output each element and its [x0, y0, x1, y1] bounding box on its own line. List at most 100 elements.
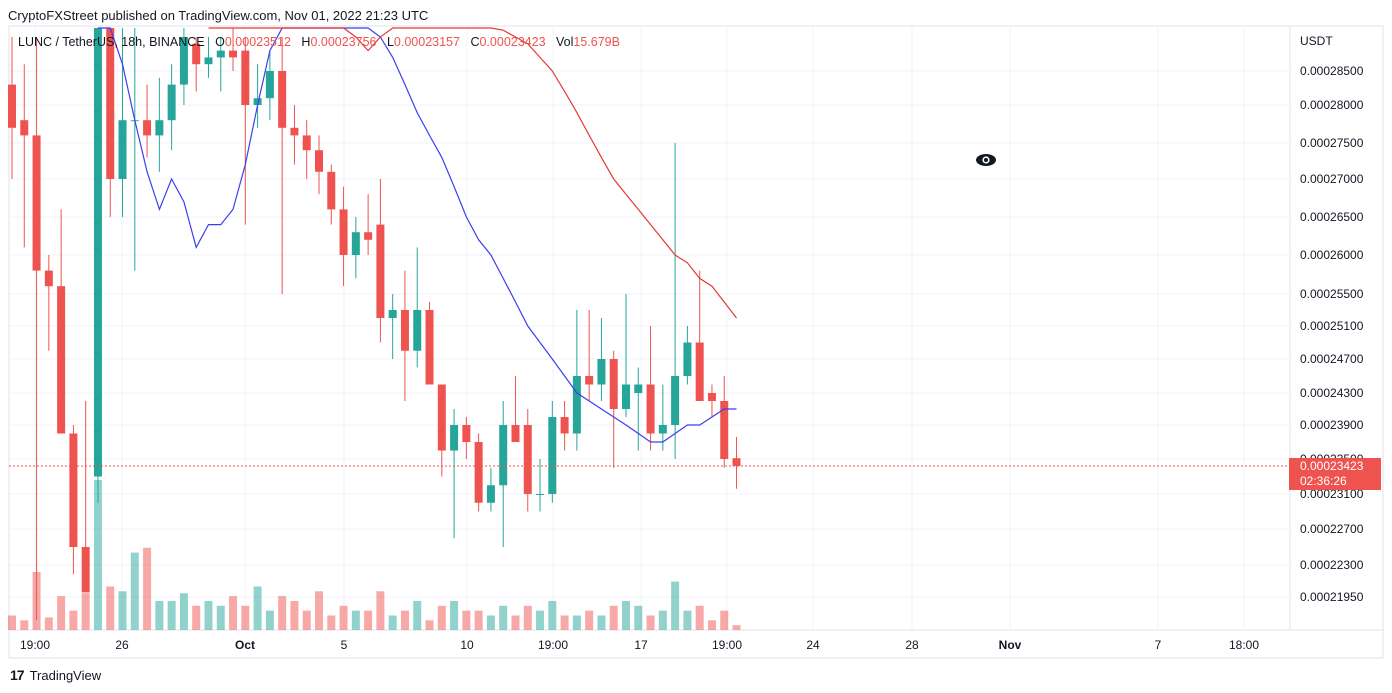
candle[interactable] [229, 28, 238, 71]
volume-bar [179, 593, 188, 630]
candle[interactable] [204, 37, 213, 78]
currency-label: USDT [1300, 34, 1333, 48]
candle[interactable] [523, 409, 532, 512]
candle-body [585, 376, 594, 385]
volume-bar [376, 591, 385, 630]
candle[interactable] [167, 64, 176, 151]
candle[interactable] [339, 186, 348, 287]
candle[interactable] [707, 384, 716, 418]
candle[interactable] [315, 135, 323, 195]
candle[interactable] [8, 37, 16, 179]
candle[interactable] [253, 64, 262, 128]
candle[interactable] [462, 417, 471, 459]
candle[interactable] [265, 50, 274, 121]
candle[interactable] [732, 436, 741, 489]
tradingview-logo-icon[interactable]: 17 [10, 667, 25, 683]
candle[interactable] [388, 294, 397, 359]
volume-bar [548, 600, 557, 630]
x-tick-label: 28 [905, 638, 919, 652]
candle-body [622, 384, 630, 409]
candle[interactable] [93, 28, 102, 503]
candle[interactable] [364, 194, 373, 255]
candle[interactable] [32, 37, 41, 620]
candle-body [511, 425, 520, 442]
candle-body [400, 310, 409, 351]
candle[interactable] [241, 37, 250, 225]
candle[interactable] [634, 367, 643, 451]
candle[interactable] [560, 401, 569, 451]
candle-body [8, 84, 16, 128]
volume-bar [364, 610, 373, 630]
candle[interactable] [44, 255, 53, 351]
candle[interactable] [57, 209, 66, 434]
candle[interactable] [20, 64, 29, 248]
candle[interactable] [413, 247, 422, 368]
candle[interactable] [499, 401, 508, 547]
symbol-name[interactable]: LUNC / TetherUS, 18h, BINANCE [18, 35, 205, 49]
candle[interactable] [425, 302, 434, 385]
candle[interactable] [179, 28, 188, 105]
candle[interactable] [548, 401, 557, 503]
candle[interactable] [290, 105, 299, 165]
grid [9, 26, 1290, 630]
volume-bar [327, 615, 336, 630]
volume-bar [278, 596, 287, 630]
brand-name[interactable]: TradingView [29, 667, 102, 683]
candle[interactable] [511, 376, 520, 442]
candle-body [93, 28, 102, 477]
ma-fast-line [98, 27, 737, 443]
volume-bar [118, 591, 127, 630]
candle[interactable] [376, 179, 385, 343]
candle[interactable] [81, 401, 90, 593]
candle-body [69, 433, 78, 547]
candle[interactable] [622, 294, 630, 417]
candle[interactable] [683, 326, 692, 385]
candle[interactable] [597, 318, 606, 401]
y-tick-label: 0.00023900 [1300, 418, 1364, 432]
bar-countdown: 02:36:26 [1300, 474, 1347, 488]
volume-bar [302, 610, 311, 630]
volume-bar [400, 610, 409, 630]
candle[interactable] [658, 384, 667, 451]
candle[interactable] [130, 28, 139, 271]
price-chart[interactable]: USDT 0.000285000.000280000.000275000.000… [0, 0, 1392, 660]
open-value: 0.00023512 [224, 35, 291, 49]
candle-body [658, 425, 667, 434]
candle[interactable] [69, 425, 78, 575]
candle[interactable] [646, 326, 655, 451]
x-tick-label: 17 [634, 638, 648, 652]
volume-bar [511, 615, 520, 630]
candle-body [192, 43, 201, 65]
candle[interactable] [400, 270, 409, 401]
candle[interactable] [278, 37, 287, 294]
candle[interactable] [486, 467, 495, 512]
candle[interactable] [572, 310, 581, 451]
candle[interactable] [143, 84, 152, 158]
candle[interactable] [536, 459, 545, 512]
candle-body [302, 135, 311, 151]
candle[interactable] [720, 376, 729, 468]
candle[interactable] [474, 433, 483, 512]
y-tick-label: 0.00024300 [1300, 386, 1364, 400]
candle[interactable] [216, 37, 225, 92]
candle[interactable] [695, 270, 704, 401]
candle[interactable] [155, 77, 164, 172]
candle-body [106, 28, 115, 179]
candle[interactable] [192, 37, 201, 92]
candle[interactable] [302, 120, 311, 179]
candle[interactable] [106, 28, 115, 217]
eye-icon[interactable] [975, 151, 997, 169]
volume-bar [425, 620, 434, 630]
candle[interactable] [437, 384, 446, 477]
candle[interactable] [351, 217, 360, 279]
candle[interactable] [671, 143, 680, 459]
candle-body [646, 384, 655, 434]
volume-bar [622, 600, 630, 630]
candle-body [609, 359, 618, 409]
candle[interactable] [327, 164, 336, 225]
candle[interactable] [609, 350, 618, 468]
candle[interactable] [450, 409, 459, 538]
candle[interactable] [118, 28, 127, 217]
volume-bar [44, 617, 53, 630]
candle[interactable] [585, 310, 594, 401]
